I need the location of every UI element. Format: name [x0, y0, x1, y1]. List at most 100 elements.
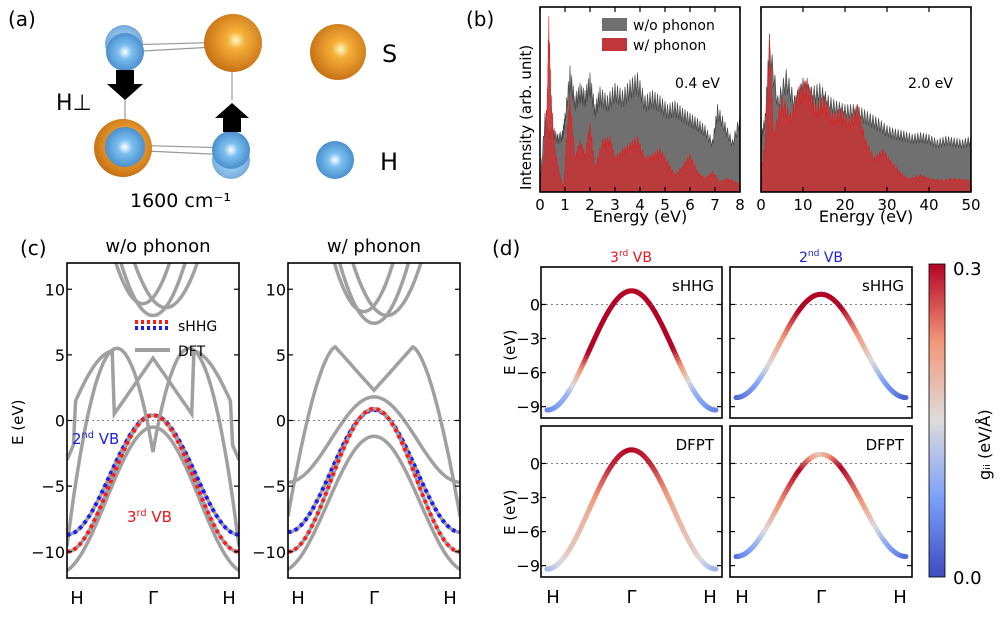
dft-band: [337, 263, 411, 326]
y-tick-label: 0: [276, 412, 286, 431]
panel-label-d: (d): [492, 236, 520, 260]
d-col-title-3rd-vb: 3rd VB: [610, 249, 652, 266]
plot-frame: [729, 425, 913, 578]
shhg-band-vb3: [67, 413, 239, 554]
x-tick-label: 50: [961, 196, 980, 214]
colorbar-label: gᵢᵢ (eV/Å): [975, 409, 994, 480]
y-tick-label: −6: [516, 364, 540, 383]
x-tick-label: Γ: [626, 587, 636, 608]
x-tick-label: 30: [877, 196, 896, 214]
legend-label-w-phonon: w/ phonon: [633, 38, 706, 54]
h-atom: [212, 131, 250, 169]
x-tick-label: 0: [535, 196, 545, 214]
x-tick-label: 0: [756, 196, 766, 214]
d-panel-3rd-vb-shhg: 0 −3 −6 −9 sHHG: [516, 266, 723, 419]
x-tick-label: 7: [710, 196, 720, 214]
b-right-xlabel: Energy (eV): [819, 207, 913, 226]
dft-band: [67, 346, 239, 547]
legend-label-wo-phonon: w/o phonon: [633, 18, 715, 34]
displacement-arrow-down-icon: [107, 70, 143, 100]
area-wphonon: [760, 33, 972, 193]
y-tick-label: −9: [516, 557, 540, 576]
panel-label-c: (c): [20, 236, 47, 260]
panel-c-left-plot: −10 −5 0 5 10 H Γ H: [31, 262, 240, 609]
x-tick-label: 10: [793, 196, 812, 214]
y-tick-label: −9: [516, 398, 540, 417]
y-tick-label: −5: [262, 477, 286, 496]
x-tick-label: H: [291, 588, 305, 609]
row-label: sHHG: [672, 277, 714, 295]
d-ylabel-bottom: E (eV): [501, 490, 519, 535]
colorbar-min: 0.0: [953, 568, 982, 589]
h-atom: [105, 127, 145, 167]
colorbar: [928, 263, 946, 578]
x-tick-label: H: [893, 587, 907, 608]
y-tick-label: 10: [45, 280, 65, 299]
y-tick-label: −10: [31, 543, 65, 562]
legend-swatch-w-phonon: [602, 38, 627, 51]
band-lines: [288, 263, 460, 571]
b-right-annotation: 2.0 eV: [908, 76, 953, 92]
row-label: sHHG: [862, 277, 904, 295]
x-tick-label: 1: [560, 196, 570, 214]
d-col-title-2nd-vb: 2nd VB: [799, 249, 843, 266]
d-ylabel-top: E (eV): [501, 330, 519, 375]
c-ylabel: E (eV): [9, 400, 27, 445]
x-tick-label: H: [735, 587, 749, 608]
x-tick-label: 2: [585, 196, 595, 214]
plot-frame: [760, 6, 972, 193]
dft-band: [288, 434, 460, 571]
area-wphonon: [539, 16, 741, 193]
dft-band-vb2: [288, 408, 460, 534]
y-tick-label: −5: [41, 477, 65, 496]
y-tick-label: −6: [516, 523, 540, 542]
plot-frame: [729, 266, 913, 419]
b-left-annotation: 0.4 eV: [675, 76, 720, 92]
x-tick-label: H: [546, 587, 560, 608]
panel-b-right-plot: 0 10 20 30 40 50: [756, 6, 981, 214]
mode-label: H⊥: [56, 91, 92, 116]
b-legend: w/o phonon w/ phonon: [602, 18, 715, 54]
displacement-arrow-up-icon: [215, 103, 249, 132]
y-tick-label: 5: [55, 346, 65, 365]
x-tick-label: 6: [685, 196, 695, 214]
band-lines: [67, 263, 239, 572]
c-annotation-2nd-vb: 2nd VB: [72, 430, 119, 448]
dft-band: [114, 263, 172, 306]
y-tick-label: −3: [516, 330, 540, 349]
mode-frequency: 1600 cm⁻¹: [130, 190, 231, 212]
y-tick-label: 0: [530, 454, 540, 473]
x-tick-label: 3: [610, 196, 620, 214]
c-left-title: w/o phonon: [105, 236, 210, 257]
x-tick-label: 8: [735, 196, 745, 214]
c-legend: sHHG DFT: [135, 319, 217, 360]
y-tick-label: 0: [530, 295, 540, 314]
legend-s-label: S: [382, 40, 397, 68]
dft-band: [119, 263, 187, 318]
y-tick-label: 5: [276, 346, 286, 365]
dft-band: [67, 425, 239, 572]
d-panel-3rd-vb-dfpt: 0 −3 −6 −9 DFPT H Γ H: [516, 425, 723, 608]
dft-band: [288, 395, 460, 484]
c-annotation-3rd-vb: 3rd VB: [127, 508, 172, 526]
x-tick-label: 4: [635, 196, 645, 214]
row-label: DFPT: [676, 436, 715, 454]
legend-label-dft: DFT: [178, 344, 206, 360]
panel-label-b: (b): [466, 7, 494, 31]
legend-swatch-wo-phonon: [602, 18, 627, 31]
x-tick-label: H: [443, 588, 457, 609]
x-tick-label: 40: [919, 196, 938, 214]
row-label: DFPT: [866, 436, 905, 454]
legend-h-atom: [316, 141, 354, 179]
shhg-band-vb3: [288, 406, 460, 554]
plot-frame: [540, 266, 723, 419]
x-tick-label: Γ: [816, 587, 826, 608]
s-atom: [204, 14, 262, 72]
shhg-band-vb2: [288, 407, 460, 535]
d-panel-2nd-vb-shhg: sHHG: [729, 266, 913, 419]
dft-band: [288, 344, 460, 517]
x-tick-label: H: [703, 587, 717, 608]
h-atom: [106, 33, 144, 71]
